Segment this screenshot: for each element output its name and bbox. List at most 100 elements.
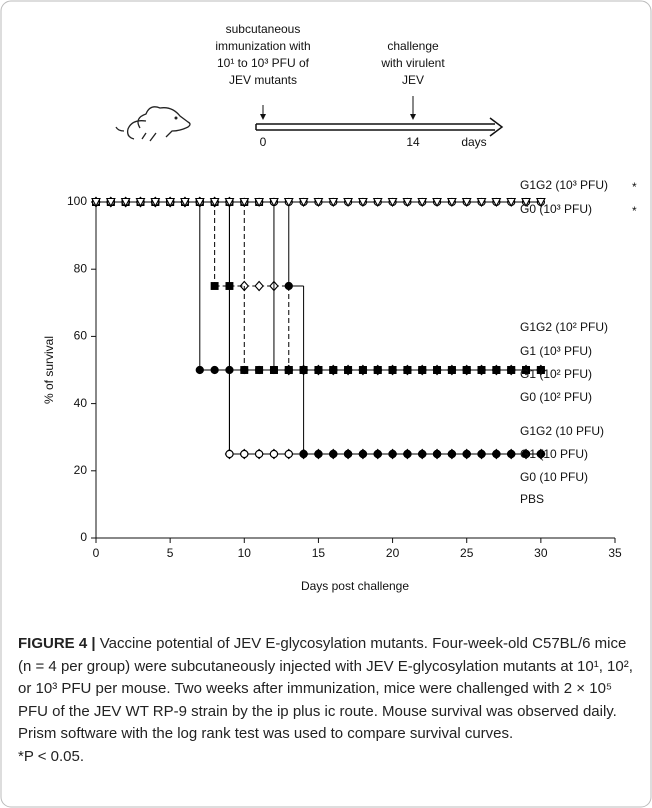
marker	[535, 197, 546, 208]
marker	[373, 365, 382, 375]
caption-text: Vaccine potential of JEV E-glycosylation…	[18, 635, 633, 743]
arrow	[260, 114, 266, 120]
marker	[477, 365, 486, 375]
schematic-text: 10¹ to 10³ PFU of	[217, 56, 310, 70]
marker	[477, 449, 486, 459]
schematic-text: challenge	[387, 39, 439, 53]
legend-label: G0 (10³ PFU)	[520, 202, 592, 216]
marker	[521, 365, 531, 375]
day-label: 14	[406, 135, 420, 149]
marker	[358, 449, 368, 459]
schematic-text: subcutaneous	[226, 22, 301, 36]
marker	[225, 449, 234, 459]
marker	[536, 365, 546, 375]
day-label: 0	[260, 135, 267, 149]
marker	[269, 365, 279, 375]
marker	[254, 365, 264, 375]
caption: FIGURE 4 | Vaccine potential of JEV E-gl…	[18, 633, 636, 769]
marker	[373, 449, 382, 459]
marker	[298, 197, 309, 208]
y-tick-label: 20	[74, 463, 88, 477]
marker	[343, 449, 353, 459]
days-label: days	[461, 135, 486, 149]
legend-label: G1G2 (10³ PFU)	[520, 178, 608, 192]
y-tick-label: 40	[74, 396, 88, 410]
marker	[299, 449, 308, 459]
x-axis-label: Days post challenge	[301, 579, 409, 593]
marker	[283, 197, 294, 208]
y-axis-label: % of survival	[42, 336, 56, 404]
marker	[165, 197, 176, 208]
marker	[343, 197, 354, 208]
y-tick-label: 60	[74, 329, 88, 343]
mouse-eye	[174, 116, 178, 120]
legend-label: G0 (10 PFU)	[520, 470, 588, 484]
marker	[225, 282, 234, 290]
marker	[329, 365, 338, 375]
marker	[329, 449, 338, 459]
marker	[387, 197, 398, 208]
x-tick-label: 5	[167, 546, 174, 560]
marker	[417, 197, 428, 208]
x-tick-label: 15	[312, 546, 326, 560]
marker	[357, 197, 368, 208]
marker	[491, 197, 502, 208]
marker	[299, 365, 308, 375]
marker	[91, 197, 101, 208]
legend-label: G1 (10² PFU)	[520, 367, 592, 381]
marker	[388, 449, 397, 459]
marker	[224, 197, 235, 208]
marker	[358, 365, 368, 375]
marker	[240, 365, 249, 375]
schematic-text: JEV	[402, 73, 424, 87]
y-tick-label: 80	[74, 261, 88, 275]
marker	[372, 197, 383, 208]
schematic-text: JEV mutants	[229, 73, 297, 87]
marker	[284, 449, 293, 459]
legend-label: G1 (10 PFU)	[520, 447, 588, 461]
marker	[403, 449, 412, 459]
marker	[418, 449, 427, 459]
x-tick-label: 0	[93, 546, 100, 560]
marker	[403, 365, 412, 375]
marker	[120, 197, 131, 208]
x-tick-label: 10	[238, 546, 252, 560]
marker	[462, 365, 471, 375]
marker	[432, 449, 442, 459]
marker	[225, 365, 234, 375]
marker	[254, 280, 264, 292]
marker	[521, 197, 531, 208]
marker	[135, 197, 146, 208]
marker	[461, 197, 472, 208]
marker	[269, 449, 279, 459]
legend-label: G1G2 (10 PFU)	[520, 424, 604, 438]
marker	[209, 197, 220, 208]
x-tick-label: 30	[534, 546, 548, 560]
marker	[269, 197, 279, 208]
y-tick-label: 0	[80, 530, 87, 544]
legend-label: PBS	[520, 492, 544, 506]
marker	[536, 449, 546, 459]
legend-label: G0 (10² PFU)	[520, 390, 592, 404]
x-tick-label: 35	[608, 546, 622, 560]
marker	[180, 197, 190, 208]
schematic: 0 14 days	[115, 96, 504, 149]
marker	[447, 365, 457, 375]
marker	[210, 365, 219, 375]
caption-label: FIGURE 4 |	[18, 635, 96, 652]
marker	[492, 365, 501, 375]
marker	[447, 449, 457, 459]
marker	[210, 282, 219, 290]
marker	[402, 197, 413, 208]
marker	[239, 197, 250, 208]
marker	[418, 365, 427, 375]
schematic-text: with virulent	[380, 56, 445, 70]
marker	[446, 197, 457, 208]
marker	[194, 197, 205, 208]
marker	[476, 197, 487, 208]
marker	[314, 449, 323, 459]
marker	[492, 449, 501, 459]
